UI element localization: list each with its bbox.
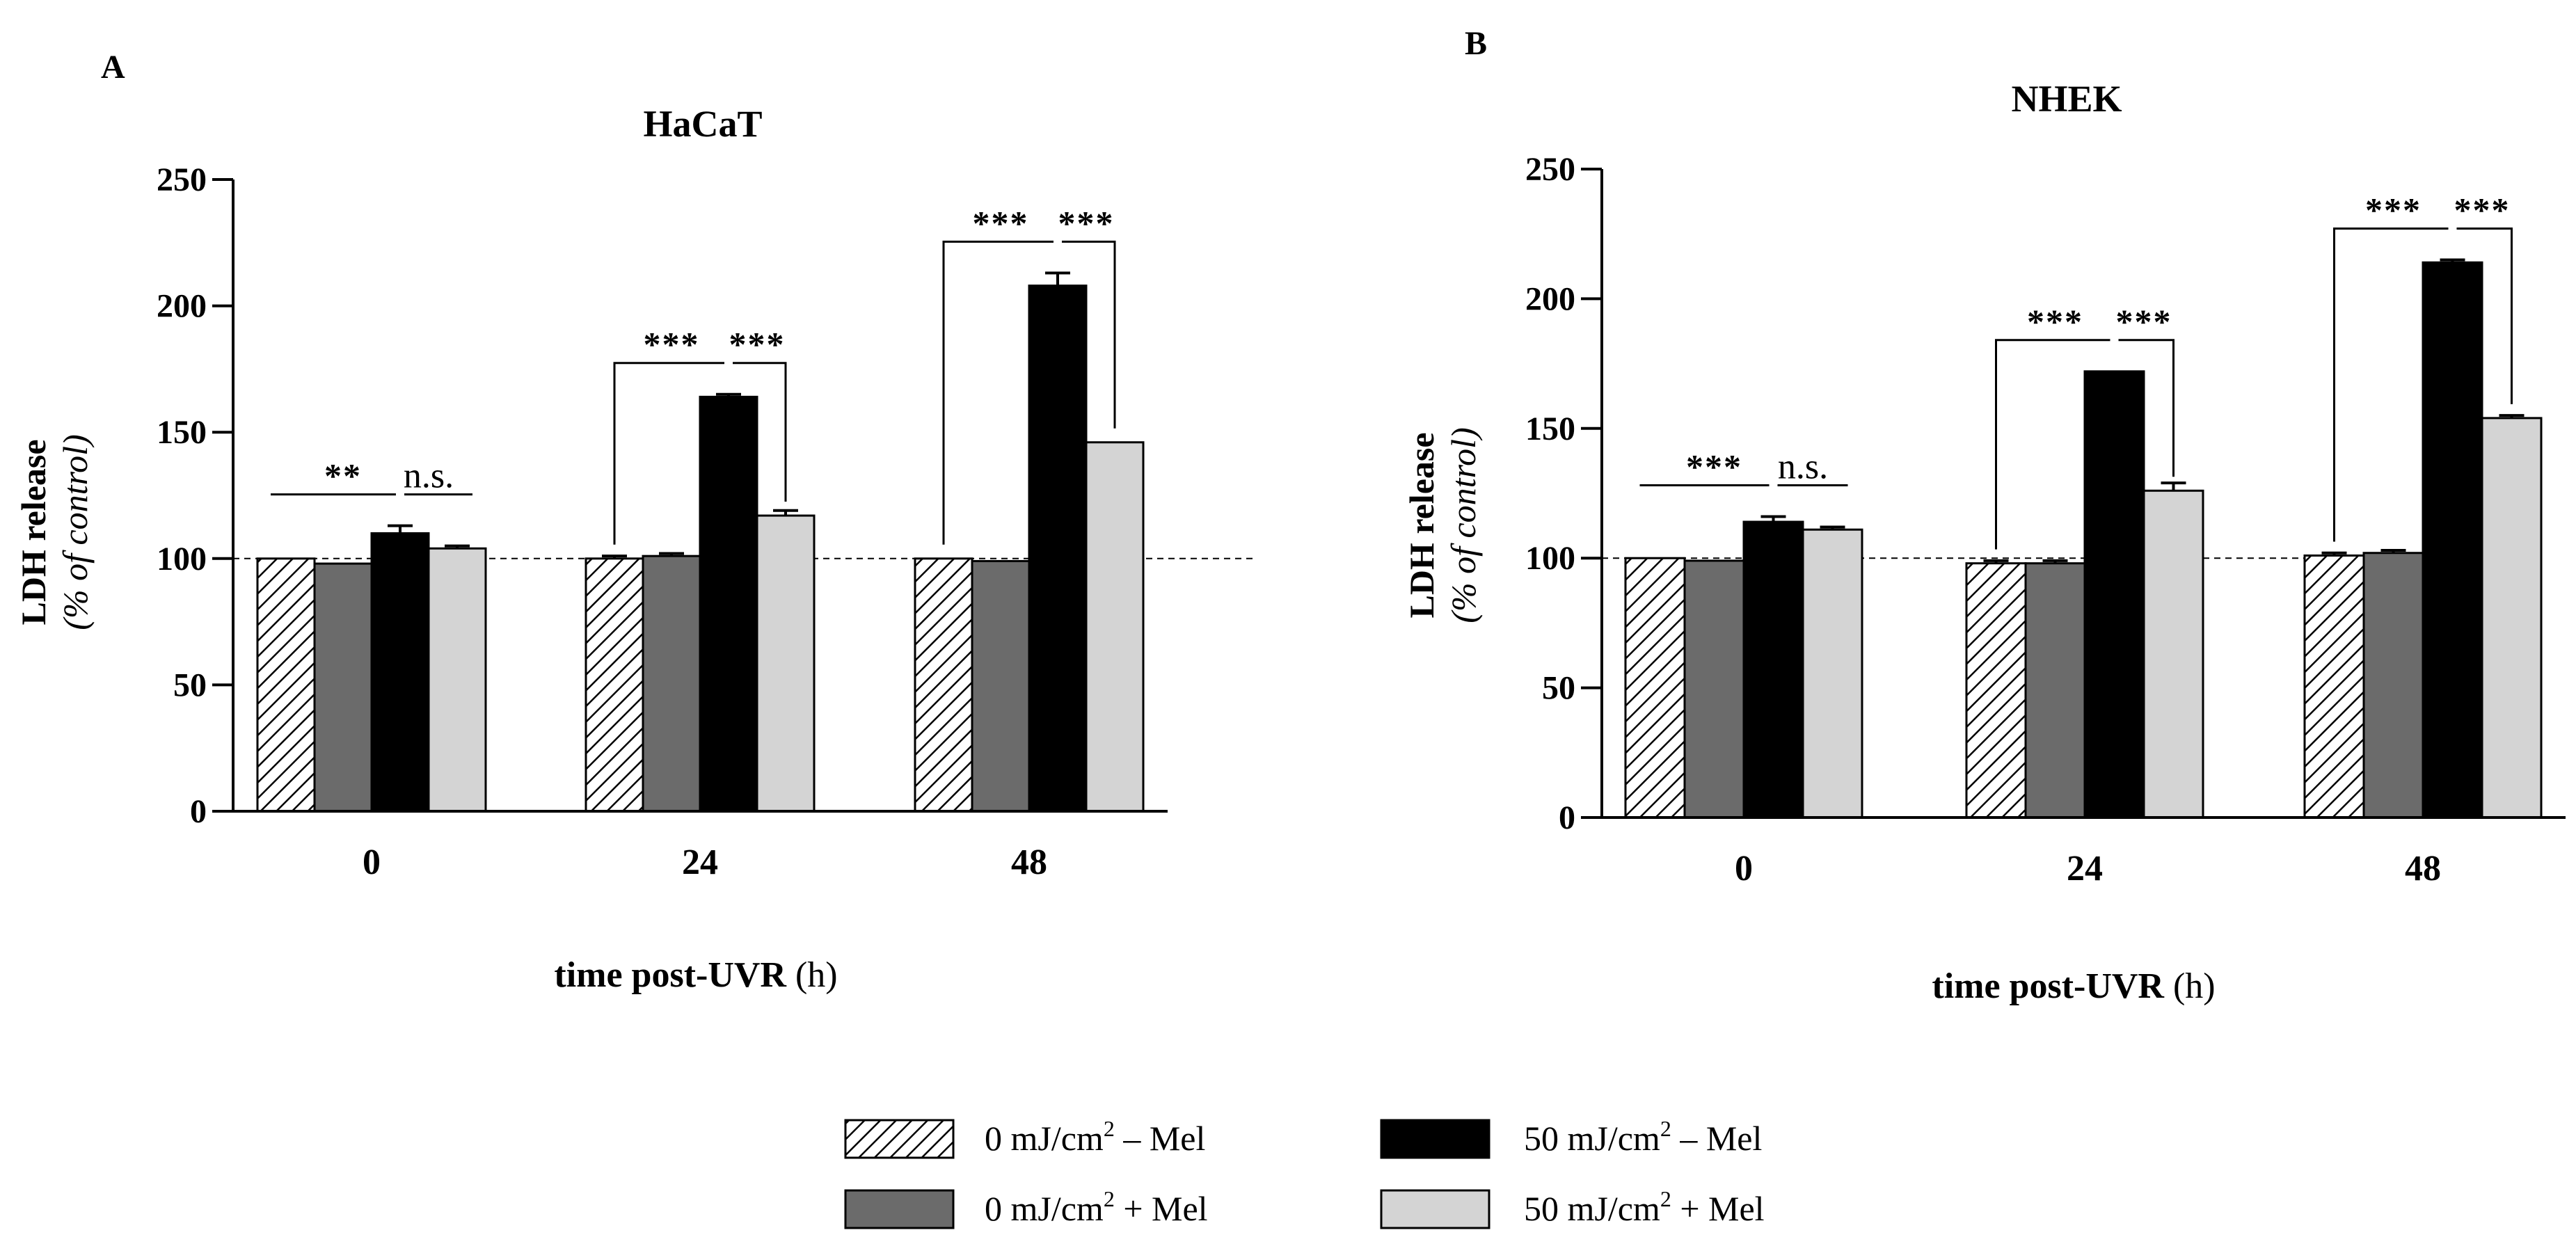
legend-label-2: 50 mJ/cm2 – Mel: [1524, 1116, 1762, 1158]
panel-b-letter: B: [1465, 25, 1487, 62]
panel-b-y-axis-label: LDH release: [1402, 432, 1441, 618]
x-tick-label-48: 48: [1011, 843, 1047, 882]
bar-series-0-cat-24: [1965, 562, 2027, 819]
panel-b-y-axis-label-main: LDH release: [1402, 432, 1441, 618]
panel-b-x-axis-label-main: time post-UVR: [1932, 966, 2165, 1006]
bar-series-1-cat-0: [313, 562, 373, 813]
bar-series-3-cat-0: [1802, 528, 1863, 819]
bar-series-0-cat-0: [256, 557, 316, 813]
bar-series-3-cat-24: [756, 514, 816, 813]
sig-label-left-cat-24: ***: [644, 325, 700, 364]
sig-label-right-cat-24: ***: [729, 325, 786, 364]
y-tick-label-50: 50: [173, 667, 207, 703]
panel-a-x-axis-unit: (h): [786, 955, 838, 995]
x-tick-label-24: 24: [682, 843, 718, 882]
panel-a-title: HaCaT: [643, 103, 762, 145]
bar-series-0-cat-24: [585, 557, 644, 813]
panel-b-x-axis-label: time post-UVR (h): [1932, 966, 2215, 1006]
y-tick-label-200: 200: [157, 288, 207, 325]
panel-a-y-axis-label: LDH release: [14, 439, 53, 625]
panel-b-axes: 0 50 100 150 200 250 0 24 48 *** n.s. *** *** *** ***: [1525, 151, 2566, 888]
y-tick-label-150: 150: [157, 414, 207, 451]
bar-series-1-cat-24: [2024, 562, 2086, 819]
sig-label-left-cat-0: **: [324, 456, 362, 495]
sig-label-left-cat-48: ***: [973, 203, 1029, 242]
sig-label-right-cat-48: ***: [2454, 190, 2511, 229]
y-tick-label-250: 250: [1525, 151, 1575, 188]
x-tick-label-0: 0: [363, 843, 381, 882]
bar-series-0-cat-0: [1624, 557, 1686, 819]
panel-b-x-axis-unit: (h): [2164, 966, 2216, 1006]
y-tick-label-0: 0: [1559, 799, 1575, 836]
legend-label-0: 0 mJ/cm2 – Mel: [985, 1116, 1205, 1158]
x-tick-label-48: 48: [2405, 849, 2441, 888]
legend-item-3: 50 mJ/cm2 + Mel: [1380, 1186, 1765, 1229]
y-tick-label-0: 0: [190, 793, 207, 830]
sig-label-right-cat-24: ***: [2116, 302, 2172, 341]
x-tick-label-0: 0: [1735, 849, 1753, 888]
panel-a: A HaCaT 0 50 100 150 200 250 0 24 48 ** n.s. *** ***…: [14, 49, 1253, 995]
bar-series-2-cat-48: [1028, 285, 1088, 813]
legend-swatch-black: [1380, 1119, 1490, 1159]
y-tick-label-200: 200: [1525, 280, 1575, 317]
bar-series-3-cat-24: [2142, 489, 2204, 819]
panel-b-title: NHEK: [2011, 78, 2122, 120]
x-tick-label-24: 24: [2067, 849, 2103, 888]
bar-series-2-cat-0: [1742, 520, 1804, 819]
bar-series-2-cat-48: [2422, 261, 2483, 819]
y-tick-label-100: 100: [1525, 540, 1575, 577]
legend-swatch-light-gray: [1380, 1189, 1490, 1229]
legend-item-2: 50 mJ/cm2 – Mel: [1380, 1116, 1762, 1159]
legend: 0 mJ/cm2 – Mel 0 mJ/cm2 + Mel 50 mJ/cm2 …: [844, 1116, 1765, 1229]
bar-series-3-cat-48: [1085, 441, 1145, 813]
panel-a-y-axis-unit: (% of control): [56, 434, 95, 630]
y-tick-label-50: 50: [1542, 670, 1575, 707]
panel-b-y-axis-unit: (% of control): [1444, 427, 1483, 623]
y-tick-label-150: 150: [1525, 410, 1575, 447]
sig-bracket-right-cat-24: [2118, 339, 2175, 477]
sig-label-left-cat-48: ***: [2365, 190, 2422, 229]
bar-series-1-cat-0: [1683, 559, 1745, 819]
sig-label-left-cat-24: ***: [2027, 302, 2083, 341]
panel-b: B NHEK 0 50 100 150 200 250 0 24 48 *** n.s. *** ***…: [1402, 25, 2566, 1006]
panel-a-letter: A: [101, 49, 125, 86]
sig-label-right-cat-0: n.s.: [1778, 447, 1828, 487]
sig-bracket-right-cat-48: [2456, 227, 2513, 404]
sig-bracket-left-cat-48: [2333, 227, 2449, 542]
sig-label-right-cat-48: ***: [1058, 203, 1115, 242]
bar-series-2-cat-0: [370, 532, 430, 813]
bar-series-1-cat-24: [642, 555, 701, 813]
panel-a-axes: 0 50 100 150 200 250 0 24 48 ** n.s. *** *** *** ***: [157, 161, 1253, 882]
panel-a-x-axis-label-main: time post-UVR: [554, 955, 787, 995]
panel-a-y-axis-label-main: LDH release: [14, 439, 53, 625]
panel-b-y-axis-label-sub: (% of control): [1444, 427, 1483, 623]
bar-series-0-cat-48: [2303, 554, 2365, 819]
bar-series-3-cat-48: [2481, 417, 2543, 819]
legend-item-1: 0 mJ/cm2 + Mel: [844, 1186, 1208, 1229]
sig-bracket-left-cat-24: [1995, 339, 2110, 550]
sig-bracket-right-cat-48: [1062, 240, 1116, 429]
bar-series-2-cat-24: [699, 395, 758, 813]
bar-series-3-cat-0: [427, 547, 487, 813]
y-tick-label-250: 250: [157, 161, 207, 198]
sig-bracket-right-cat-24: [733, 362, 787, 502]
legend-swatch-hatched: [844, 1119, 955, 1159]
sig-label-right-cat-0: n.s.: [404, 456, 454, 496]
sig-bracket-left-cat-24: [613, 362, 724, 545]
legend-label-3: 50 mJ/cm2 + Mel: [1524, 1186, 1765, 1228]
bar-series-0-cat-48: [914, 557, 973, 813]
panel-a-y-axis-label-sub: (% of control): [56, 434, 95, 630]
sig-bracket-left-cat-48: [942, 240, 1054, 545]
legend-item-0: 0 mJ/cm2 – Mel: [844, 1116, 1205, 1159]
sig-label-left-cat-0: ***: [1686, 447, 1742, 486]
panel-a-x-axis-label: time post-UVR (h): [554, 955, 837, 995]
y-tick-label-100: 100: [157, 541, 207, 577]
legend-swatch-dark-gray: [844, 1189, 955, 1229]
bar-series-1-cat-48: [2362, 552, 2424, 819]
bar-series-1-cat-48: [971, 559, 1031, 813]
bar-series-2-cat-24: [2083, 370, 2145, 819]
legend-label-1: 0 mJ/cm2 + Mel: [985, 1186, 1208, 1228]
